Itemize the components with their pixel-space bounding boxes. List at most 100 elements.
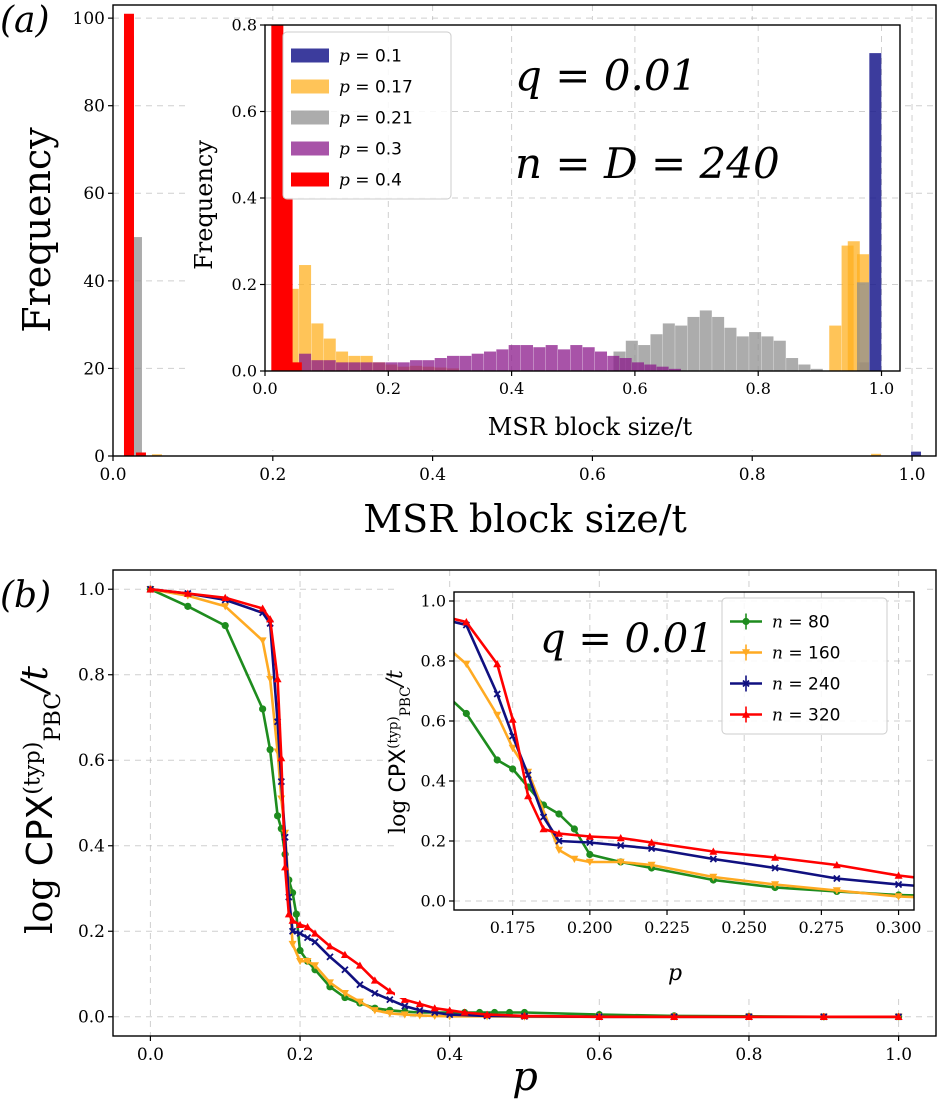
b-main-ylabel-sup: (typ): [20, 742, 46, 795]
b-main-frame: 0.0 0.2 0.4 0.6 0.8 1.0 0.0 0.2 0.4 0.6 0.8 1.0: [78, 569, 937, 1065]
a-inset-legend-label-0-eq: =: [350, 46, 375, 66]
b-inset-point-s1-6: [570, 855, 579, 863]
a-inset-bar-s3-19: [533, 347, 546, 371]
a-inset-bar-s3-1: [311, 360, 324, 371]
b-inset-point-s1-10: [709, 873, 718, 881]
b-main-xtick-label-1: 0.2: [287, 1045, 314, 1065]
a-inset-annotation-q: q = 0.01: [515, 51, 697, 100]
a-inset-legend-label-4-eq: =: [350, 170, 375, 190]
a-inset-xlabel: MSR block size/t: [488, 413, 693, 441]
a-main-frame: 0.0 0.2 0.4 0.6 0.8 1.0 0 20 40 60 80 100: [73, 4, 937, 485]
b-main-point-s1-17: [400, 1011, 409, 1019]
a-inset-legend-swatch-0: [291, 48, 329, 63]
b-inset-point-s2-10: [709, 855, 717, 863]
b-inset-point-s1-12: [832, 887, 841, 895]
b-inset-point-s3-3: [508, 715, 517, 723]
b-inset-ytick-label-2: 0.4: [421, 772, 446, 791]
b-inset-legend-marker-1: [742, 649, 750, 657]
b-inset-legend-label-0-val: 80: [808, 612, 830, 632]
a-inset-bar-s1-14: [829, 325, 842, 371]
b-inset-point-s0-8: [586, 850, 594, 859]
b-main-xtick-label-0: 0.0: [137, 1045, 164, 1065]
b-inset-point-s2-13: [894, 880, 903, 889]
a-inset-legend-label-2: p = 0.21: [339, 108, 413, 128]
b-main-point-s2-17: [386, 996, 394, 1004]
a-inset-bar-s2-11: [749, 332, 762, 371]
a-inset-bar-s3-24: [594, 351, 608, 371]
a-inset-bar-s2-13: [773, 340, 786, 371]
b-inset-point-s1-2: [493, 711, 502, 719]
b-inset-ylabel-text: log CPX(typ)PBC/t: [383, 670, 414, 834]
b-main-point-s1-9: [296, 957, 305, 966]
b-main-point-s0-1: [184, 602, 192, 610]
b-inset-point-s1-13: [894, 893, 903, 901]
b-main-point-s1-10: [303, 957, 312, 966]
b-inset-legend-label-0-var: n: [772, 612, 783, 632]
b-main-point-s3-29: [894, 1012, 903, 1020]
b-main-ylabel: log CPX(typ)PBC/t: [15, 665, 66, 934]
b-main-point-s3-12: [311, 929, 320, 937]
a-inset-bar-s2-15: [798, 364, 811, 371]
b-main-ylabel-prefix: log: [20, 866, 61, 934]
a-inset-legend-swatch-4: [291, 172, 329, 187]
a-inset-bar-s3-27: [631, 362, 644, 371]
a-inset-legend-label-1-var: p: [339, 77, 350, 97]
b-main-point-s2-12: [311, 938, 319, 946]
b-main-point-s3-1: [183, 589, 192, 597]
a-inset-bar-s2-14: [786, 358, 799, 371]
b-inset-point-s3-2: [493, 660, 502, 668]
a-inset-xtick-label-4: 0.8: [745, 379, 770, 398]
b-main-point-s1-11: [311, 962, 320, 970]
b-main-point-s2-16: [371, 989, 379, 997]
a-main-ylabel-group: Frequency: [15, 127, 59, 333]
b-main-ytick-label-5: 1.0: [78, 580, 105, 600]
a-main-bar-s0-0: [911, 451, 922, 456]
b-main-border: [112, 569, 937, 1037]
b-main-point-s0-10: [292, 910, 300, 918]
b-main-point-s1-12: [325, 979, 334, 987]
a-main-bar-s4-0: [123, 13, 134, 456]
a-inset-legend-label-0-var: p: [339, 46, 350, 66]
b-main-point-s0-4: [266, 745, 274, 754]
a-main-xtick-label-2: 0.4: [419, 465, 446, 485]
a-inset-xtick-label-5: 1.0: [869, 379, 894, 398]
a-inset-legend-swatch-3: [291, 141, 329, 156]
a-inset-legend-label-2-var: p: [339, 108, 350, 128]
a-inset-legend-swatch-2: [291, 110, 329, 125]
b-main-point-s3-8: [284, 910, 293, 918]
b-main-ylabel-sub: PBC: [40, 693, 66, 742]
b-inset-ylabel-suffix: /t: [383, 670, 408, 688]
b-inset-point-s0-6: [555, 810, 563, 818]
b-main-point-s1-18: [415, 1012, 424, 1020]
a-inset-ytick-label-3: 0.6: [232, 102, 257, 121]
a-inset-bar-s2-10: [736, 336, 749, 371]
a-inset-frame: 0.0 0.2 0.4 0.6 0.8 1.0 0.0 0.2 0.4 0.6 0.8: [232, 16, 901, 398]
a-inset-ytick-label-0: 0.0: [232, 362, 257, 381]
b-inset-point-s2-5: [539, 813, 548, 821]
a-inset-legend-label-0: p = 0.1: [339, 46, 402, 66]
b-main-xtick-label-2: 0.4: [436, 1045, 463, 1065]
a-inset-bar-s3-2: [323, 360, 336, 371]
a-inset-bar-s3-23: [582, 347, 595, 371]
b-inset-point-s3-1: [462, 618, 471, 626]
b-inset-xtick-label-3: 0.250: [721, 918, 767, 937]
b-inset-point-s3-4: [524, 792, 533, 800]
b-inset-xtick-label-2: 0.225: [644, 918, 690, 937]
a-inset-legend-label-0-val: 0.1: [375, 46, 402, 66]
a-inset-bar-s2-5: [675, 325, 688, 371]
b-inset-ytick-label-5: 1.0: [421, 592, 446, 611]
b-inset-point-s1-9: [647, 861, 656, 869]
a-main-border: [112, 4, 937, 457]
b-main-point-s0-3: [259, 705, 267, 713]
b-inset-legend-label-1: n = 160: [772, 643, 840, 663]
b-inset-point-s2-6: [555, 837, 563, 845]
b-inset-point-s2-7: [586, 838, 594, 847]
b-main-point-s0-11: [296, 946, 304, 955]
b-main-point-s2-11: [303, 934, 312, 942]
b-inset-xlabel: p: [668, 961, 682, 986]
a-main-bars: [123, 13, 922, 457]
b-main-xtick-label-3: 0.6: [586, 1045, 613, 1065]
a-main-bar-s2-0: [131, 237, 142, 456]
b-inset-legend-label-3-var: n: [772, 705, 783, 725]
b-inset-border: [453, 591, 915, 911]
